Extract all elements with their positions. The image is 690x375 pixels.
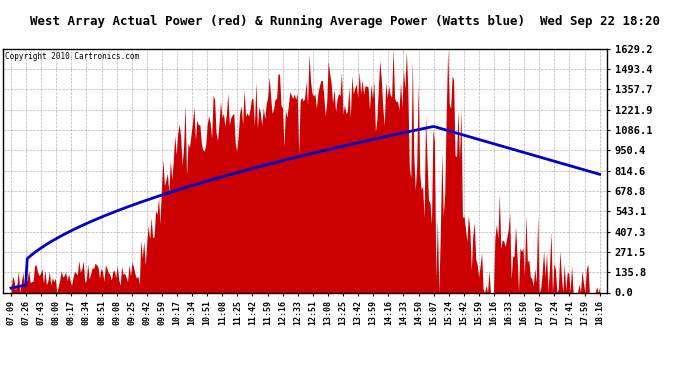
Text: West Array Actual Power (red) & Running Average Power (Watts blue)  Wed Sep 22 1: West Array Actual Power (red) & Running … [30, 15, 660, 28]
Text: Copyright 2010 Cartronics.com: Copyright 2010 Cartronics.com [5, 53, 139, 62]
